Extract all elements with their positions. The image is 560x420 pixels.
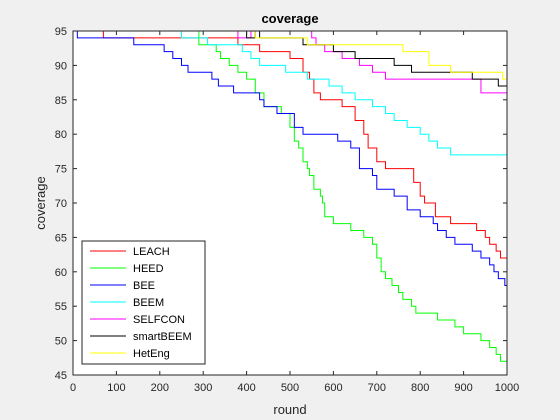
series-line-bee: [73, 30, 507, 287]
y-tick-label: 70: [55, 198, 67, 210]
y-tick-label: 65: [55, 232, 67, 244]
chart-title: coverage: [261, 11, 318, 26]
y-tick-label: 75: [55, 164, 67, 176]
series-line-heteng: [73, 30, 507, 80]
legend-label-heed: HEED: [133, 263, 164, 275]
legend-label-selfcon: SELFCON: [133, 314, 185, 326]
x-tick-label: 700: [368, 382, 386, 394]
y-tick-label: 95: [55, 26, 67, 38]
y-axis-label: coverage: [33, 176, 48, 229]
x-tick-label: 200: [151, 382, 169, 394]
x-tick-label: 0: [70, 382, 76, 394]
y-tick-label: 45: [55, 370, 67, 382]
x-axis-label: round: [273, 402, 306, 417]
x-tick-label: 900: [454, 382, 472, 394]
legend: LEACH HEED BEE BEEM SELFCON smartBEEM HetEng: [81, 240, 206, 365]
series-layer: [73, 30, 507, 362]
legend-label-smartbeem: smartBEEM: [133, 331, 192, 343]
y-tick-label: 50: [55, 336, 67, 348]
legend-label-leach: LEACH: [133, 246, 170, 258]
x-tick-label: 100: [107, 382, 125, 394]
x-tick-label: 1000: [495, 382, 519, 394]
x-tick-label: 600: [324, 382, 342, 394]
x-tick-label: 400: [237, 382, 255, 394]
y-tick-label: 85: [55, 95, 67, 107]
x-tick-label: 300: [194, 382, 212, 394]
x-tick-label: 500: [281, 382, 299, 394]
y-tick-label: 60: [55, 267, 67, 279]
ticks-layer: 0 100 200 300 400 500 600 700 800 900 1000 45 50 55 60…: [55, 26, 519, 394]
series-line-beem: [73, 30, 507, 156]
legend-label-heteng: HetEng: [133, 348, 170, 360]
legend-label-beem: BEEM: [133, 297, 164, 309]
y-tick-label: 55: [55, 301, 67, 313]
y-tick-label: 80: [55, 129, 67, 141]
y-tick-label: 90: [55, 60, 67, 72]
legend-label-bee: BEE: [133, 280, 155, 292]
series-line-leach: [73, 30, 507, 259]
x-tick-label: 800: [411, 382, 429, 394]
series-line-heed: [73, 30, 507, 362]
